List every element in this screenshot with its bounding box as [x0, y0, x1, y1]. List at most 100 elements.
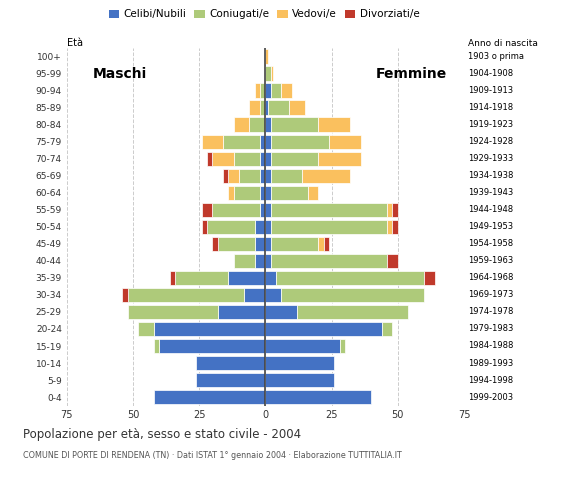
Bar: [266, 288, 281, 302]
Text: 1964-1968: 1964-1968: [468, 274, 513, 282]
Bar: [218, 237, 255, 251]
Bar: [266, 84, 271, 98]
Text: 1974-1978: 1974-1978: [468, 308, 513, 316]
Bar: [154, 322, 266, 336]
Text: 1959-1963: 1959-1963: [468, 256, 513, 265]
Bar: [229, 186, 234, 200]
Bar: [260, 168, 266, 183]
Bar: [255, 220, 266, 234]
Bar: [266, 49, 268, 64]
Bar: [393, 220, 398, 234]
Bar: [249, 118, 266, 132]
Bar: [266, 390, 371, 404]
Bar: [170, 271, 175, 285]
Text: 1944-1948: 1944-1948: [468, 205, 513, 214]
Bar: [387, 220, 393, 234]
Bar: [339, 339, 345, 353]
Bar: [260, 134, 266, 149]
Bar: [271, 152, 318, 166]
Text: 1969-1973: 1969-1973: [468, 290, 513, 300]
Bar: [266, 168, 271, 183]
Text: 1954-1958: 1954-1958: [468, 240, 513, 248]
Text: 1994-1998: 1994-1998: [468, 375, 513, 384]
Bar: [266, 322, 382, 336]
Bar: [202, 203, 212, 217]
Bar: [260, 203, 266, 217]
Bar: [271, 237, 318, 251]
Bar: [266, 339, 339, 353]
Bar: [268, 100, 289, 115]
Bar: [318, 118, 350, 132]
Text: 1949-1953: 1949-1953: [468, 222, 513, 231]
Bar: [234, 152, 260, 166]
Bar: [160, 339, 266, 353]
Bar: [223, 134, 260, 149]
Bar: [297, 305, 408, 319]
Bar: [281, 84, 292, 98]
Bar: [266, 66, 271, 81]
Text: Popolazione per età, sesso e stato civile - 2004: Popolazione per età, sesso e stato civil…: [23, 428, 302, 441]
Bar: [382, 322, 393, 336]
Bar: [212, 237, 218, 251]
Bar: [255, 84, 260, 98]
Bar: [266, 152, 271, 166]
Bar: [234, 254, 255, 268]
Bar: [281, 288, 424, 302]
Bar: [266, 305, 297, 319]
Bar: [197, 356, 266, 370]
Bar: [271, 118, 318, 132]
Bar: [425, 271, 435, 285]
Text: Anno di nascita: Anno di nascita: [468, 39, 538, 48]
Bar: [289, 100, 305, 115]
Text: 1919-1923: 1919-1923: [468, 120, 513, 129]
Text: 1904-1908: 1904-1908: [468, 69, 513, 78]
Bar: [197, 373, 266, 387]
Bar: [266, 118, 271, 132]
Text: 1909-1913: 1909-1913: [468, 86, 513, 95]
Bar: [229, 168, 239, 183]
Bar: [202, 134, 223, 149]
Bar: [207, 220, 255, 234]
Text: 1934-1938: 1934-1938: [468, 171, 513, 180]
Bar: [255, 254, 266, 268]
Bar: [266, 203, 271, 217]
Bar: [229, 271, 266, 285]
Bar: [260, 100, 266, 115]
Bar: [387, 254, 398, 268]
Text: Femmine: Femmine: [375, 67, 447, 81]
Bar: [271, 66, 273, 81]
Bar: [393, 203, 398, 217]
Bar: [260, 152, 266, 166]
Bar: [244, 288, 266, 302]
Bar: [154, 339, 160, 353]
Text: 1929-1933: 1929-1933: [468, 154, 513, 163]
Bar: [271, 186, 308, 200]
Bar: [318, 237, 324, 251]
Bar: [318, 152, 361, 166]
Text: 1984-1988: 1984-1988: [468, 341, 513, 350]
Bar: [276, 271, 425, 285]
Bar: [212, 152, 234, 166]
Bar: [234, 118, 249, 132]
Bar: [324, 237, 329, 251]
Bar: [266, 373, 334, 387]
Bar: [271, 220, 387, 234]
Text: 1999-2003: 1999-2003: [468, 393, 513, 402]
Bar: [249, 100, 260, 115]
Legend: Celibi/Nubili, Coniugati/e, Vedovi/e, Divorziati/e: Celibi/Nubili, Coniugati/e, Vedovi/e, Di…: [104, 5, 423, 24]
Text: Maschi: Maschi: [93, 67, 147, 81]
Bar: [260, 84, 266, 98]
Bar: [202, 220, 207, 234]
Text: 1939-1943: 1939-1943: [468, 188, 513, 197]
Bar: [175, 271, 229, 285]
Bar: [329, 134, 361, 149]
Bar: [239, 168, 260, 183]
Bar: [271, 84, 281, 98]
Text: 1989-1993: 1989-1993: [468, 359, 513, 368]
Text: 1914-1918: 1914-1918: [468, 103, 513, 112]
Bar: [266, 134, 271, 149]
Bar: [234, 186, 260, 200]
Bar: [154, 390, 266, 404]
Bar: [218, 305, 266, 319]
Bar: [271, 134, 329, 149]
